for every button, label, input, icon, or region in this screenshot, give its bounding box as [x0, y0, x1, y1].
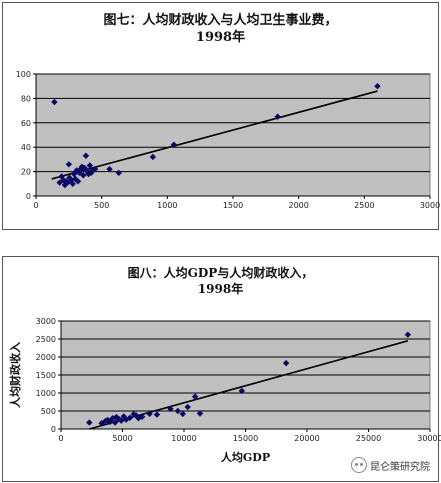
x-tick-label: 500 — [94, 201, 109, 210]
data-point — [98, 420, 105, 427]
x-tick-label: 3000 — [420, 201, 440, 210]
x-axis-label: 人均GDP — [221, 450, 270, 464]
x-tick-label: 20000 — [294, 434, 319, 443]
data-point — [113, 413, 120, 421]
data-point — [196, 410, 204, 417]
data-point — [65, 161, 73, 168]
x-tick-label: 2000 — [288, 201, 308, 210]
data-point — [170, 141, 178, 148]
y-tick-label: 2500 — [36, 335, 56, 344]
data-point — [374, 83, 381, 90]
x-tick-label: 2500 — [354, 201, 374, 210]
y-tick-label: 1000 — [36, 389, 56, 398]
data-point — [149, 153, 157, 161]
y-tick-label: 80 — [21, 94, 31, 103]
y-tick-label: 2000 — [36, 353, 56, 362]
x-tick-label: 25000 — [356, 434, 381, 443]
x-tick-label: 30000 — [417, 434, 441, 443]
data-point — [78, 163, 86, 170]
data-point — [77, 165, 84, 173]
x-tick-label: 0 — [58, 434, 63, 443]
y-tick-label: 20 — [21, 168, 31, 177]
wechat-icon — [351, 457, 367, 473]
watermark: 昆仑策研究院 — [351, 457, 430, 473]
chart-panel-2: 图八：人均GDP与人均财政收入， 1998年 0 500 1000 1500 2000 2… — [2, 256, 441, 482]
data-point — [146, 410, 153, 418]
x-tick-label: 0 — [33, 201, 38, 210]
y-tick-label: 1500 — [36, 371, 56, 380]
data-point — [153, 411, 161, 418]
data-point — [86, 419, 93, 426]
data-point — [191, 393, 199, 400]
trendline — [51, 90, 378, 180]
data-point — [74, 178, 82, 185]
y-axis-label: 人均财政收入 — [8, 342, 22, 408]
data-point — [82, 152, 90, 159]
x-tick-label: 5000 — [112, 434, 132, 443]
data-point — [111, 419, 119, 426]
chart-panel-1: 图七：人均财政收入与人均卫生事业费， 1998年 0 20 40 60 80 100 0 50… — [2, 2, 440, 230]
data-point — [282, 359, 290, 367]
data-point — [115, 169, 122, 177]
y-tick-label: 0 — [51, 425, 56, 434]
y-tick-label: 0 — [26, 192, 31, 201]
chart-title-1-line-1: 图七：人均财政收入与人均卫生事业费， — [103, 13, 338, 28]
y-tick-label: 500 — [41, 407, 56, 416]
data-point — [404, 331, 412, 338]
chart-title-1: 图七：人均财政收入与人均卫生事业费， 1998年 — [3, 12, 438, 46]
data-point — [86, 162, 94, 169]
data-point — [104, 416, 111, 424]
data-point — [179, 410, 186, 418]
x-tick-label: 1500 — [223, 201, 243, 210]
data-point — [138, 413, 146, 420]
data-point — [174, 407, 182, 415]
data-point — [184, 403, 191, 411]
data-point — [91, 165, 99, 173]
x-tick-label: 10000 — [171, 434, 196, 443]
chart-title-2: 图八：人均GDP与人均财政收入， 1998年 — [3, 265, 438, 297]
data-point — [106, 165, 113, 173]
chart-title-2-line-1: 图八：人均GDP与人均财政收入， — [127, 266, 314, 280]
data-point — [81, 164, 88, 172]
data-point — [274, 113, 281, 120]
chart-title-2-line-2: 1998年 — [197, 282, 244, 296]
data-point — [69, 180, 76, 187]
y-tick-label: 60 — [21, 119, 31, 128]
y-tick-label: 40 — [21, 143, 31, 152]
chart-title-1-line-2: 1998年 — [195, 30, 246, 45]
y-tick-label: 3000 — [36, 317, 56, 326]
x-tick-label: 1000 — [157, 201, 177, 210]
y-tick-label: 100 — [16, 70, 31, 79]
watermark-text: 昆仑策研究院 — [370, 461, 430, 473]
x-tick-label: 15000 — [233, 434, 258, 443]
data-point — [132, 412, 140, 419]
data-point — [80, 172, 87, 179]
data-point — [51, 98, 58, 106]
